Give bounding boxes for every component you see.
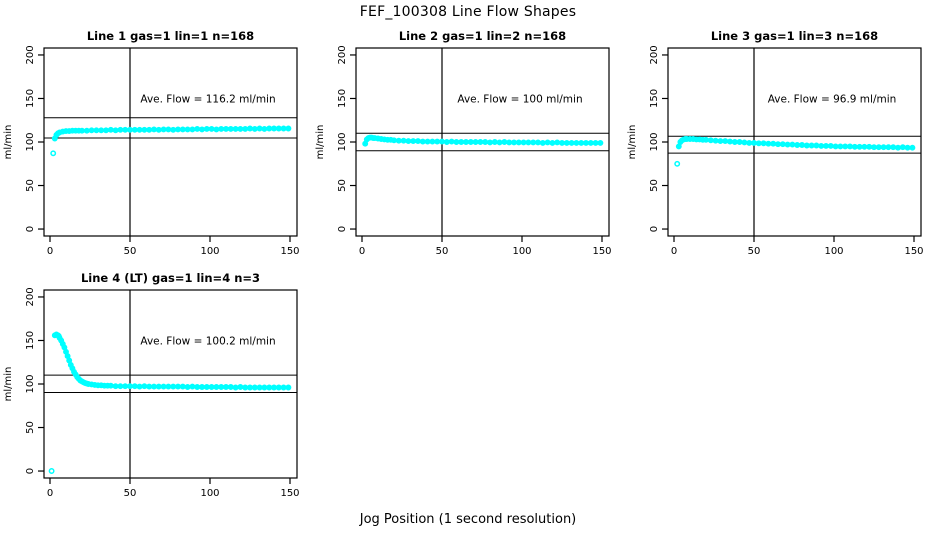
- x-tick-label: 150: [904, 246, 923, 257]
- data-point: [75, 127, 82, 134]
- data-point: [91, 381, 98, 388]
- data-point: [674, 160, 681, 167]
- plot-frame: [355, 47, 610, 237]
- x-tick-label: 50: [124, 488, 137, 499]
- y-tick-label: 150: [25, 89, 36, 108]
- data-point: [104, 382, 111, 389]
- y-tick-label: 150: [649, 89, 660, 108]
- y-tick-label: 50: [25, 421, 36, 434]
- subplot-line-2: Line 2 gas=1 lin=2 n=168 0 50 100 150 200 ml/m…: [312, 26, 624, 268]
- subplot-line-3: Line 3 gas=1 lin=3 n=168 0 50 100 150 200 ml/m…: [624, 26, 936, 268]
- data-band: [53, 332, 291, 390]
- ave-flow-annotation: Ave. Flow = 100 ml/min: [457, 93, 582, 105]
- x-tick-label: 50: [124, 246, 137, 257]
- x-tick-label: 100: [824, 246, 843, 257]
- y-axis-label: ml/min: [627, 125, 638, 160]
- data-point: [63, 128, 69, 135]
- data-point: [285, 125, 292, 132]
- x-axis-figure-label: Jog Position (1 second resolution): [359, 512, 577, 527]
- data-point: [597, 139, 604, 146]
- data-point: [375, 135, 381, 142]
- data-point: [381, 136, 388, 143]
- y-tick-label: 0: [25, 468, 36, 474]
- y-tick-label: 50: [337, 179, 348, 192]
- data-point: [687, 136, 693, 142]
- subplot-title: Line 3 gas=1 lin=3 n=168: [711, 29, 878, 43]
- y-tick-label: 50: [25, 179, 36, 192]
- subplot-title: Line 4 (LT) gas=1 lin=4 n=3: [81, 271, 260, 285]
- y-tick-label: 200: [25, 287, 36, 306]
- plot-frame: [43, 47, 298, 237]
- data-point: [384, 136, 391, 143]
- y-tick-label: 0: [337, 226, 348, 232]
- subplot-line-4: Line 4 (LT) gas=1 lin=4 n=3 0 50 100 150 200 m…: [0, 268, 312, 510]
- data-point: [690, 136, 697, 142]
- x-tick-label: 0: [47, 246, 53, 257]
- data-point: [285, 384, 292, 391]
- data-point: [683, 136, 690, 142]
- chart-grid: Line 1 gas=1 lin=1 n=168 0 50 100 150 200 ml/m…: [0, 26, 936, 510]
- data-point: [101, 382, 108, 389]
- y-tick-label: 100: [337, 132, 348, 151]
- data-point: [693, 136, 700, 143]
- data-point: [371, 135, 378, 142]
- data-point: [699, 136, 706, 143]
- x-tick-label: 0: [47, 488, 53, 499]
- y-axis-label: ml/min: [3, 125, 14, 160]
- data-point: [909, 144, 916, 151]
- data-point: [56, 129, 63, 136]
- x-tick-label: 100: [200, 246, 219, 257]
- x-tick-label: 0: [359, 246, 365, 257]
- chart-svg: Line 2 gas=1 lin=2 n=168 0 50 100 150 200 ml/m…: [315, 29, 612, 257]
- figure-title: FEF_100308 Line Flow Shapes: [359, 4, 577, 20]
- y-tick-label: 200: [649, 45, 660, 64]
- data-point: [387, 136, 394, 143]
- plot-frame: [667, 47, 922, 237]
- chart-svg: Line 3 gas=1 lin=3 n=168 0 50 100 150 200 ml/m…: [627, 29, 924, 257]
- data-point: [88, 381, 95, 388]
- data-point: [72, 127, 79, 134]
- y-axis-label: ml/min: [315, 125, 326, 160]
- y-tick-label: 100: [25, 374, 36, 393]
- ave-flow-annotation: Ave. Flow = 116.2 ml/min: [140, 93, 275, 105]
- data-point: [69, 127, 76, 134]
- data-point: [98, 382, 105, 389]
- data-point: [696, 136, 703, 143]
- y-tick-label: 0: [25, 226, 36, 232]
- data-point: [48, 468, 55, 474]
- chart-svg: Line 1 gas=1 lin=1 n=168 0 50 100 150 200 ml/m…: [3, 29, 300, 257]
- y-axis-label: ml/min: [3, 367, 14, 402]
- data-band: [677, 137, 915, 150]
- data-point: [95, 382, 101, 389]
- y-tick-label: 0: [649, 226, 660, 232]
- subplot-title: Line 1 gas=1 lin=1 n=168: [87, 29, 254, 43]
- y-tick-label: 200: [337, 45, 348, 64]
- plot-frame: [43, 289, 298, 479]
- x-tick-label: 0: [671, 246, 677, 257]
- chart-svg: Line 4 (LT) gas=1 lin=4 n=3 0 50 100 150 200 m…: [3, 271, 300, 499]
- data-point: [378, 136, 385, 142]
- y-tick-label: 50: [649, 179, 660, 192]
- empty-cell: [312, 268, 624, 510]
- x-tick-label: 100: [512, 246, 531, 257]
- data-point: [50, 150, 57, 157]
- y-tick-label: 100: [649, 132, 660, 151]
- x-tick-label: 150: [592, 246, 611, 257]
- x-tick-label: 150: [280, 246, 299, 257]
- ave-flow-annotation: Ave. Flow = 96.9 ml/min: [768, 93, 897, 105]
- data-point: [59, 128, 66, 135]
- x-tick-label: 50: [748, 246, 761, 257]
- y-tick-label: 200: [25, 45, 36, 64]
- data-point: [85, 381, 92, 387]
- ave-flow-annotation: Ave. Flow = 100.2 ml/min: [140, 335, 275, 347]
- y-tick-label: 100: [25, 132, 36, 151]
- y-tick-label: 150: [25, 331, 36, 350]
- subplot-line-1: Line 1 gas=1 lin=1 n=168 0 50 100 150 200 ml/m…: [0, 26, 312, 268]
- x-tick-label: 100: [200, 488, 219, 499]
- data-point: [66, 128, 73, 135]
- subplot-title: Line 2 gas=1 lin=2 n=168: [399, 29, 566, 43]
- x-tick-label: 50: [436, 246, 449, 257]
- y-tick-label: 150: [337, 89, 348, 108]
- x-tick-label: 150: [280, 488, 299, 499]
